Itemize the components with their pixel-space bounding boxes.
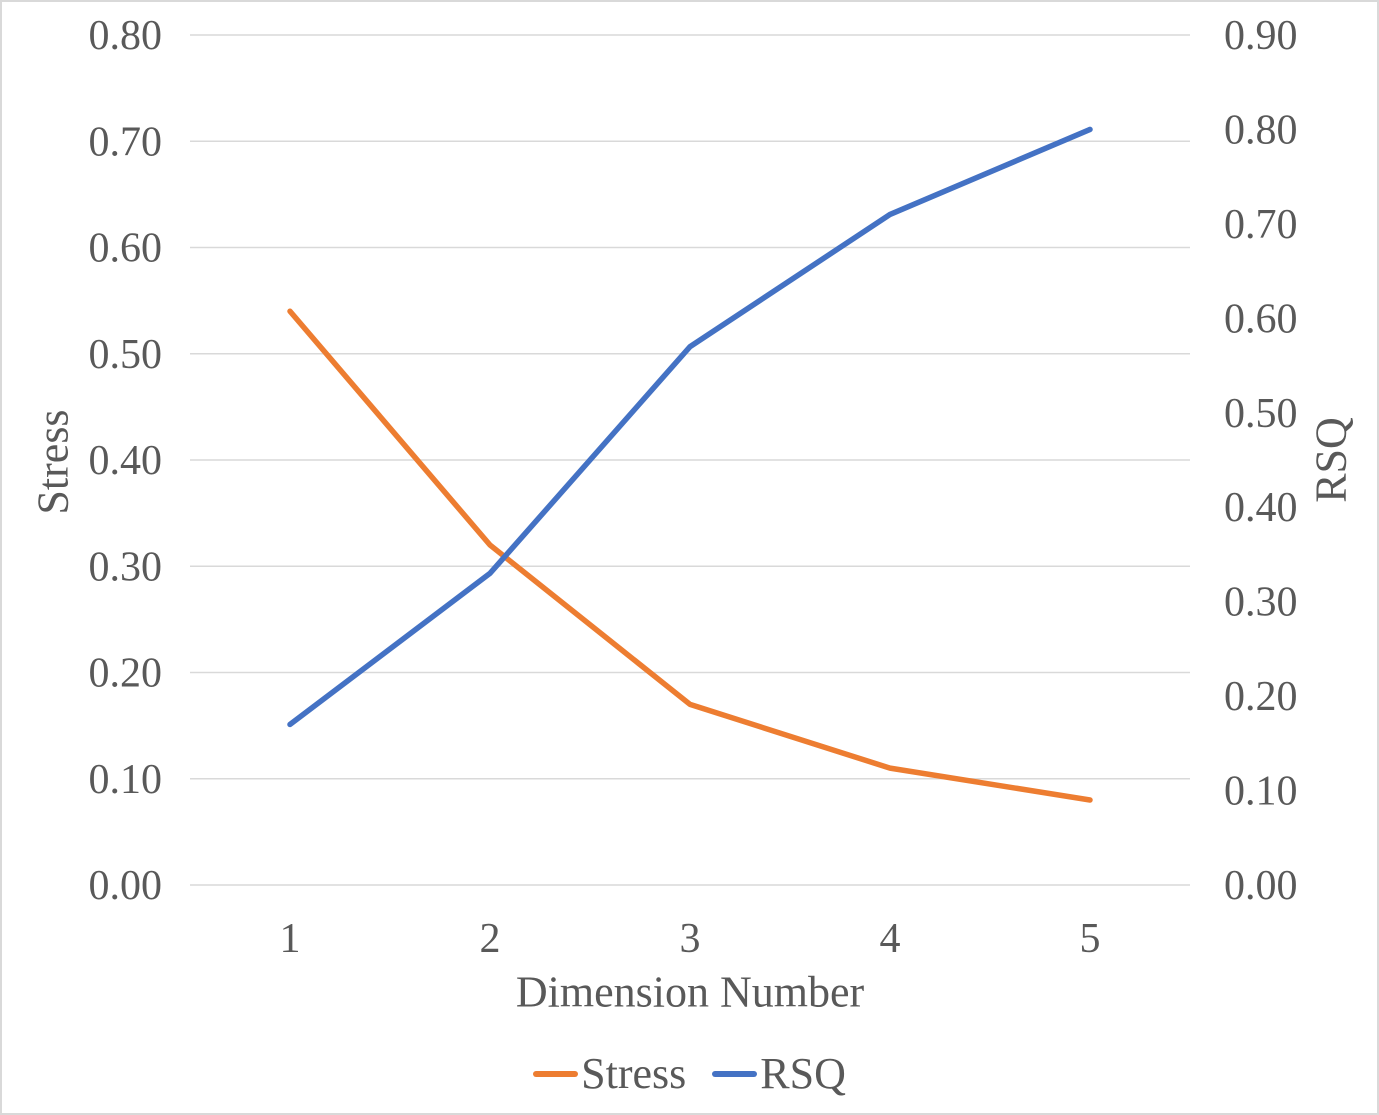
gridlines bbox=[190, 34, 1190, 886]
right-axis-tick: 0.00 bbox=[1224, 863, 1298, 909]
series-lines bbox=[287, 126, 1093, 803]
x-axis-tick: 1 bbox=[280, 916, 301, 962]
right-axis-tick: 0.10 bbox=[1224, 769, 1298, 815]
rsq-line-swatch bbox=[712, 1070, 758, 1077]
legend-label-stress: Stress bbox=[581, 1049, 687, 1098]
x-axis-tick: 3 bbox=[680, 916, 701, 962]
right-axis-tick: 0.20 bbox=[1224, 674, 1298, 720]
legend-item-stress: Stress bbox=[533, 1048, 686, 1099]
right-axis-tick: 0.70 bbox=[1224, 202, 1298, 248]
left-axis-tick: 0.00 bbox=[89, 863, 163, 909]
legend-item-rsq: RSQ bbox=[712, 1048, 846, 1099]
left-axis-tick: 0.40 bbox=[89, 438, 163, 484]
right-axis-tick: 0.60 bbox=[1224, 296, 1298, 342]
right-axis-tick: 0.90 bbox=[1224, 13, 1298, 59]
x-axis-tick: 2 bbox=[480, 916, 501, 962]
x-axis-title: Dimension Number bbox=[515, 967, 865, 1017]
right-axis-title: RSQ bbox=[1306, 417, 1356, 503]
left-axis-tick: 0.50 bbox=[89, 332, 163, 378]
x-axis-tick: 5 bbox=[1080, 916, 1101, 962]
left-axis-tick-labels: 0.00 0.10 0.20 0.30 0.40 0.50 0.60 0.70 0.80 bbox=[89, 13, 163, 909]
left-axis-tick: 0.70 bbox=[89, 119, 163, 165]
stress-line-swatch bbox=[533, 1070, 579, 1077]
left-axis-tick: 0.10 bbox=[89, 757, 163, 803]
left-axis-tick: 0.60 bbox=[89, 226, 163, 272]
legend-label-rsq: RSQ bbox=[760, 1049, 846, 1098]
right-axis-tick: 0.50 bbox=[1224, 391, 1298, 437]
right-axis-tick: 0.40 bbox=[1224, 485, 1298, 531]
x-axis-tick: 4 bbox=[880, 916, 901, 962]
right-axis-tick: 0.30 bbox=[1224, 580, 1298, 626]
left-axis-title: Stress bbox=[28, 409, 78, 515]
left-axis-tick: 0.20 bbox=[89, 651, 163, 697]
left-axis-tick: 0.30 bbox=[89, 544, 163, 590]
right-axis-tick: 0.80 bbox=[1224, 107, 1298, 153]
legend: Stress RSQ bbox=[2, 1048, 1377, 1099]
series-line-stress bbox=[287, 308, 1093, 803]
right-axis-tick-labels: 0.00 0.10 0.20 0.30 0.40 0.50 0.60 0.70 0.80 0.90 bbox=[1224, 13, 1298, 909]
series-line-rsq bbox=[287, 126, 1093, 728]
left-axis-tick: 0.80 bbox=[89, 13, 163, 59]
x-axis-tick-labels: 1 2 3 4 5 bbox=[280, 916, 1101, 962]
